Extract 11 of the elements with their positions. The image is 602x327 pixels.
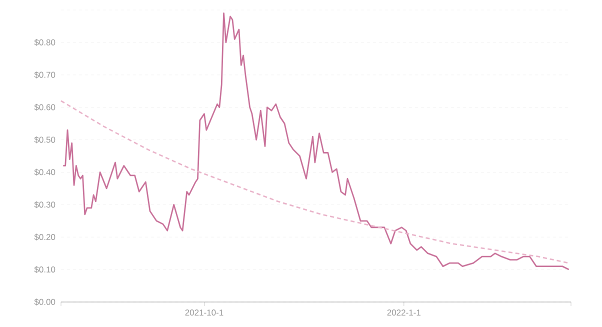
y-tick-label: $0.30 — [34, 201, 56, 208]
x-tick-label: 2021-10-1 — [185, 310, 224, 316]
y-tick-label: $0.10 — [34, 266, 56, 273]
y-tick-label: $0.00 — [34, 298, 56, 306]
y-tick-label: $0.50 — [34, 136, 56, 144]
y-tick-label: $0.70 — [34, 71, 56, 78]
x-tick-label: 2022-1-1 — [387, 310, 420, 316]
y-tick-label: $0.20 — [34, 234, 56, 241]
y-tick-label: $0.60 — [34, 104, 56, 111]
y-tick-label: $0.80 — [34, 39, 56, 46]
y-tick-label: $0.40 — [34, 168, 56, 176]
